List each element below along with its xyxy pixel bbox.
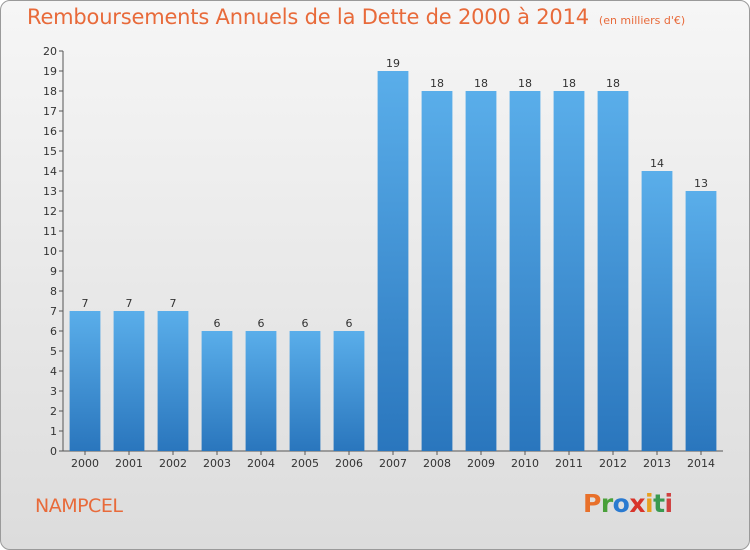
y-tick-label: 16 [43, 125, 57, 138]
y-tick-label: 3 [50, 385, 57, 398]
data-label: 6 [258, 317, 265, 330]
x-tick-label: 2005 [291, 457, 319, 470]
y-tick-label: 6 [50, 325, 57, 338]
chart-title: Remboursements Annuels de la Dette de 20… [27, 5, 589, 29]
y-tick-label: 14 [43, 165, 57, 178]
data-label: 19 [386, 57, 400, 70]
chart-unit-note: (en milliers d'€) [598, 14, 686, 27]
bar [465, 91, 497, 451]
y-tick-label: 5 [50, 345, 57, 358]
bar [113, 311, 145, 451]
x-tick-label: 2011 [555, 457, 583, 470]
y-tick-label: 18 [43, 85, 57, 98]
data-label: 6 [302, 317, 309, 330]
y-tick-label: 7 [50, 305, 57, 318]
data-label: 7 [82, 297, 89, 310]
x-tick-label: 2002 [159, 457, 187, 470]
x-tick-label: 2003 [203, 457, 231, 470]
y-tick-label: 11 [43, 225, 57, 238]
bar [157, 311, 189, 451]
bar [641, 171, 673, 451]
bar [333, 331, 365, 451]
x-tick-label: 2014 [687, 457, 715, 470]
y-tick-label: 12 [43, 205, 57, 218]
y-tick-label: 19 [43, 65, 57, 78]
x-tick-label: 2012 [599, 457, 627, 470]
data-label: 18 [518, 77, 532, 90]
y-tick-label: 20 [43, 45, 57, 58]
bar [69, 311, 101, 451]
x-tick-label: 2009 [467, 457, 495, 470]
y-tick-label: 10 [43, 245, 57, 258]
y-tick-label: 9 [50, 265, 57, 278]
data-label: 7 [170, 297, 177, 310]
x-tick-label: 2006 [335, 457, 363, 470]
bar [421, 91, 453, 451]
x-tick-label: 2010 [511, 457, 539, 470]
bar [245, 331, 277, 451]
bar [289, 331, 321, 451]
data-label: 7 [126, 297, 133, 310]
bar [553, 91, 585, 451]
y-tick-label: 1 [50, 425, 57, 438]
x-tick-label: 2007 [379, 457, 407, 470]
bar [509, 91, 541, 451]
x-tick-label: 2000 [71, 457, 99, 470]
y-tick-label: 17 [43, 105, 57, 118]
bar [201, 331, 233, 451]
data-label: 18 [562, 77, 576, 90]
bar [597, 91, 629, 451]
bar [685, 191, 717, 451]
y-tick-label: 8 [50, 285, 57, 298]
data-label: 6 [346, 317, 353, 330]
data-label: 13 [694, 177, 708, 190]
x-tick-label: 2004 [247, 457, 275, 470]
proxiti-logo: Proxiti [583, 489, 673, 518]
y-tick-label: 0 [50, 445, 57, 458]
y-tick-label: 4 [50, 365, 57, 378]
x-tick-label: 2001 [115, 457, 143, 470]
y-tick-label: 13 [43, 185, 57, 198]
y-tick-label: 2 [50, 405, 57, 418]
x-tick-label: 2013 [643, 457, 671, 470]
bar [377, 71, 409, 451]
data-label: 18 [430, 77, 444, 90]
data-label: 14 [650, 157, 664, 170]
data-label: 18 [606, 77, 620, 90]
x-tick-label: 2008 [423, 457, 451, 470]
y-tick-label: 15 [43, 145, 57, 158]
chart-title-row: Remboursements Annuels de la Dette de 20… [27, 5, 685, 29]
data-label: 18 [474, 77, 488, 90]
data-label: 6 [214, 317, 221, 330]
commune-name: NAMPCEL [35, 495, 123, 517]
